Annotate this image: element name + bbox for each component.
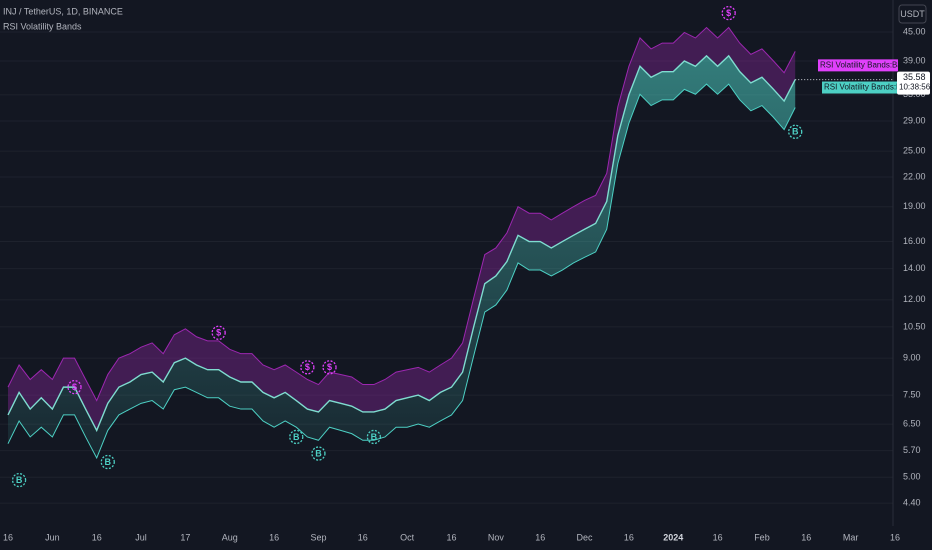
y-tick-label: 5.70 <box>903 445 921 455</box>
x-tick-label: 16 <box>713 532 723 542</box>
indicator-name: RSI Volatility Bands <box>3 21 82 31</box>
x-tick-label: Aug <box>222 532 238 542</box>
y-tick-label: 7.50 <box>903 389 921 399</box>
signal-label: B <box>293 432 300 442</box>
x-tick-label: Jun <box>45 532 60 542</box>
series-label-box <box>818 59 898 72</box>
signal-marker <box>11 472 27 488</box>
x-tick-label: Feb <box>754 532 770 542</box>
x-tick-label: 2024 <box>663 532 683 542</box>
y-tick-label: 9.00 <box>903 353 921 363</box>
signal-label: $ <box>216 328 221 338</box>
y-tick-label: 14.00 <box>903 263 926 273</box>
currency[interactable]: USDT <box>900 9 925 19</box>
x-tick-label: Jul <box>135 532 147 542</box>
last-price: 35.58 <box>903 72 926 82</box>
x-tick-label: Mar <box>843 532 859 542</box>
y-tick-label: 22.00 <box>903 171 926 181</box>
x-tick-label: Oct <box>400 532 415 542</box>
y-tick-label: 6.50 <box>903 418 921 428</box>
signal-marker <box>211 325 226 340</box>
currency-box[interactable] <box>898 4 927 24</box>
plot-area: B $ B $ B $ B $ B $ B <box>0 5 893 504</box>
signal-label: B <box>105 457 112 467</box>
series-line <box>7 54 796 433</box>
series-line <box>7 26 796 402</box>
signal-marker <box>67 379 82 395</box>
signal-label: B <box>792 127 799 137</box>
countdown: 10:38:56 <box>899 83 931 92</box>
x-tick-label: 17 <box>180 532 190 542</box>
x-tick-label: 16 <box>890 532 900 542</box>
signal-label: B <box>16 475 23 485</box>
signal-marker <box>322 360 337 375</box>
signal-label: $ <box>72 382 77 392</box>
signal-marker <box>721 5 736 21</box>
x-tick-label: 16 <box>269 532 279 542</box>
y-tick-label: 16.00 <box>903 236 926 246</box>
y-tick-label: 4.40 <box>903 498 921 508</box>
y-tick-label: 29.00 <box>903 115 926 125</box>
signal-marker <box>366 429 382 445</box>
x-tick-label: Nov <box>488 532 505 542</box>
signal-label: $ <box>726 8 731 18</box>
signal-label: $ <box>327 362 332 372</box>
series-label: RSI Volatility Bands:Bands <box>824 83 919 92</box>
signal-marker <box>289 429 304 445</box>
signal-marker <box>788 124 803 139</box>
x-tick-label: Dec <box>577 532 594 542</box>
signal-label: B <box>315 448 322 458</box>
upper-band-fill <box>8 27 796 431</box>
y-tick-label: 45.00 <box>903 26 926 36</box>
y-tick-label: 10.50 <box>903 321 926 331</box>
x-tick-label: 16 <box>624 532 634 542</box>
last-price-box <box>897 71 930 95</box>
x-tick-label: 16 <box>3 532 13 542</box>
y-tick-label: 5.00 <box>903 472 921 482</box>
signal-marker <box>311 446 326 461</box>
x-tick-label: 16 <box>92 532 102 542</box>
x-tick-label: 16 <box>801 532 811 542</box>
y-tick-label: 25.00 <box>903 145 926 155</box>
signal-label: B <box>371 432 378 442</box>
signal-marker <box>100 454 115 470</box>
x-tick-label: 16 <box>358 532 368 542</box>
series-label-box <box>822 81 898 94</box>
series-line <box>7 83 796 460</box>
y-tick-label: 19.00 <box>903 201 926 211</box>
y-tick-label: 12.00 <box>903 294 926 304</box>
x-tick-label: 16 <box>535 532 545 542</box>
signal-label: $ <box>305 362 310 372</box>
signal-marker <box>300 360 315 375</box>
x-tick-label: Sep <box>310 532 326 542</box>
x-tick-label: 16 <box>446 532 456 542</box>
lower-band-fill <box>8 55 796 458</box>
y-tick-label: 39.00 <box>903 55 926 65</box>
chart-title: INJ / TetherUS, 1D, BINANCE <box>3 6 123 16</box>
series-label: RSI Volatility Bands:Bands 2 <box>820 60 922 69</box>
